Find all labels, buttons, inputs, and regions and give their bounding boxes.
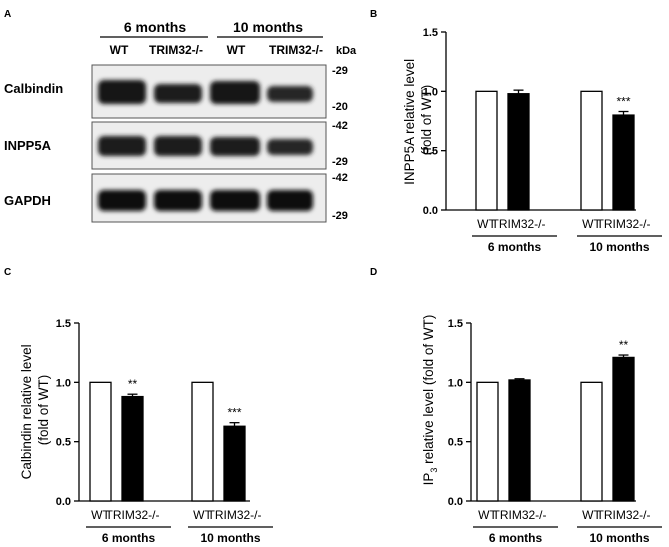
group-label: 10 months <box>589 240 649 254</box>
wb-marker: -29 <box>332 65 348 77</box>
bar <box>507 93 530 211</box>
wb-band <box>267 86 313 102</box>
x-category-label: TRIM32-/- <box>597 217 651 231</box>
y-tick-label: 1.5 <box>56 318 71 330</box>
bar <box>121 395 144 502</box>
y-tick-label: 0.0 <box>423 205 438 217</box>
wb-band <box>210 81 260 104</box>
y-tick-label: 0.0 <box>56 496 71 508</box>
wb-kda-label: kDa <box>336 45 357 57</box>
group-label: 6 months <box>102 531 156 545</box>
wb-group-label-6-months: 6 months <box>124 19 186 35</box>
y-axis-title-main: IP <box>421 473 436 486</box>
wb-marker: -42 <box>332 120 348 132</box>
x-category-label: WT <box>478 508 497 522</box>
y-tick-label: 1.0 <box>423 86 438 98</box>
wb-protein-label-gapdh: GAPDH <box>4 193 51 208</box>
x-category-label: TRIM32-/- <box>493 508 547 522</box>
significance-marker: ** <box>128 377 138 391</box>
x-category-label: WT <box>582 508 601 522</box>
wb-band <box>98 80 146 104</box>
y-axis-title: IP3 relative level (fold of WT) <box>421 315 439 486</box>
wb-band <box>210 137 260 156</box>
wb-band <box>267 139 313 155</box>
wb-band <box>154 190 202 211</box>
x-category-label: WT <box>193 508 212 522</box>
y-tick-label: 0.5 <box>423 146 438 158</box>
x-category-label: WT <box>91 508 110 522</box>
wb-lane-label: TRIM32-/- <box>269 43 323 57</box>
significance-marker: ** <box>619 338 629 352</box>
significance-marker: *** <box>227 406 241 420</box>
wb-band <box>267 190 313 211</box>
y-tick-label: 1.5 <box>423 27 438 39</box>
wb-band <box>98 136 146 156</box>
x-category-label: TRIM32-/- <box>597 508 651 522</box>
wb-lane-label: WT <box>110 43 129 57</box>
x-category-label: TRIM32-/- <box>492 217 546 231</box>
bar <box>476 381 499 502</box>
group-label: 6 months <box>488 240 542 254</box>
y-axis-title-line: INPP5A relative level <box>402 59 417 185</box>
panel-letter-d: D <box>370 267 377 278</box>
y-tick-label: 0.5 <box>448 437 463 449</box>
y-tick-label: 1.0 <box>448 377 463 389</box>
panel-letter-c: C <box>4 267 11 278</box>
y-tick-label: 0.0 <box>448 496 463 508</box>
group-label: 10 months <box>589 531 649 545</box>
panel-letter-b: B <box>370 9 377 20</box>
bar <box>191 381 214 502</box>
western-blot: 6 months 10 months WT TRIM32-/- WT TRIM3… <box>4 19 357 223</box>
wb-lane-label: WT <box>227 43 246 57</box>
wb-protein-label-calbindin: Calbindin <box>4 81 63 96</box>
wb-group-label-10-months: 10 months <box>233 19 303 35</box>
bar <box>508 379 531 502</box>
x-category-label: TRIM32-/- <box>208 508 262 522</box>
group-label: 10 months <box>200 531 260 545</box>
wb-band <box>210 190 260 211</box>
wb-marker: -29 <box>332 156 348 168</box>
bar <box>612 114 635 211</box>
y-axis-title-line: (fold of WT) <box>36 375 51 446</box>
significance-marker: *** <box>616 95 630 109</box>
bar <box>580 90 603 211</box>
bar <box>475 90 498 211</box>
y-axis-title: Calbindin relative level (fold of WT) <box>19 341 51 480</box>
bar <box>89 381 112 502</box>
y-tick-label: 1.5 <box>448 318 463 330</box>
chart-panel-b: INPP5A relative level (fold of WT) 0.0 0.… <box>402 27 662 254</box>
y-tick-label: 0.5 <box>56 437 71 449</box>
wb-band <box>98 190 146 211</box>
x-category-label: TRIM32-/- <box>106 508 160 522</box>
chart-panel-c: Calbindin relative level (fold of WT) 0.… <box>19 318 273 545</box>
y-axis-title: INPP5A relative level (fold of WT) <box>402 55 434 185</box>
wb-protein-label-inpp5a: INPP5A <box>4 138 52 153</box>
bar <box>612 356 635 502</box>
wb-band <box>154 84 202 103</box>
wb-marker: -29 <box>332 210 348 222</box>
wb-marker: -20 <box>332 101 348 113</box>
wb-lane-label: TRIM32-/- <box>149 43 203 57</box>
x-category-label: WT <box>477 217 496 231</box>
y-axis-title-subscript: 3 <box>429 468 439 473</box>
x-category-label: WT <box>582 217 601 231</box>
group-label: 6 months <box>489 531 543 545</box>
y-tick-label: 1.0 <box>56 377 71 389</box>
panel-letter-a: A <box>4 9 11 20</box>
wb-band <box>154 136 202 156</box>
y-axis-title-line: Calbindin relative level <box>19 344 34 479</box>
chart-panel-d: IP3 relative level (fold of WT) 0.0 0.5 1.… <box>421 315 662 545</box>
y-axis-title-rest: relative level (fold of WT) <box>421 315 436 468</box>
y-axis-title-line: (fold of WT) <box>419 85 434 156</box>
bar <box>580 381 603 502</box>
wb-marker: -42 <box>332 172 348 184</box>
bar <box>223 425 246 502</box>
